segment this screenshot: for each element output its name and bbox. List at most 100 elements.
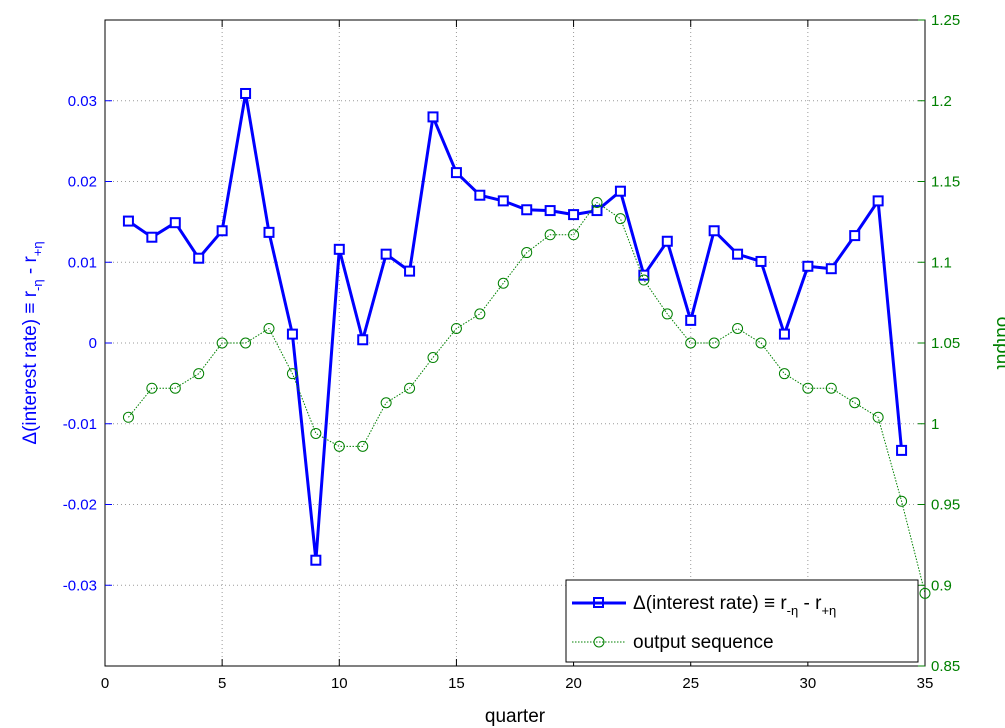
interest-rate-point bbox=[732, 248, 744, 260]
interest-rate-point bbox=[310, 554, 322, 566]
y-right-tick-label: 1.05 bbox=[931, 335, 960, 352]
output-point bbox=[474, 308, 486, 320]
output-point bbox=[638, 274, 650, 286]
interest-rate-point bbox=[755, 255, 767, 267]
y-right-tick-label: 1.15 bbox=[931, 174, 960, 191]
x-tick-label: 30 bbox=[800, 675, 817, 692]
interest-rate-point bbox=[380, 248, 392, 260]
output-point bbox=[263, 322, 275, 334]
interest-rate-point bbox=[521, 204, 533, 216]
output-point bbox=[450, 322, 462, 334]
x-tick-label: 10 bbox=[331, 675, 348, 692]
interest-rate-point bbox=[357, 334, 369, 346]
y-right-tick-label: 1.25 bbox=[931, 12, 960, 29]
interest-rate-point bbox=[778, 328, 790, 340]
output-point bbox=[896, 495, 908, 507]
interest-rate-line bbox=[127, 92, 904, 562]
output-line bbox=[128, 202, 926, 594]
interest-rate-point bbox=[497, 195, 509, 207]
interest-rate-point bbox=[591, 205, 603, 217]
interest-rate-point bbox=[216, 225, 228, 237]
y-left-tick-label: 0.01 bbox=[68, 254, 97, 271]
output-point bbox=[802, 382, 814, 394]
legend-label-interest-rate: Δ(interest rate) ≡ r-η - r+η bbox=[633, 593, 836, 618]
interest-rate-point bbox=[825, 263, 837, 275]
series-layer bbox=[122, 87, 931, 599]
left-y-axis-label: Δ(interest rate) ≡ r-η - r+η bbox=[20, 241, 45, 444]
y-right-tick-label: 0.95 bbox=[931, 497, 960, 514]
legend-entry-interest-rate: Δ(interest rate) ≡ r-η - r+η bbox=[572, 593, 836, 618]
series-interest-rate bbox=[122, 87, 908, 566]
interest-rate-point bbox=[169, 217, 181, 229]
grid-lines bbox=[105, 20, 925, 666]
interest-rate-point bbox=[474, 189, 486, 201]
series-output bbox=[122, 196, 931, 599]
y-left-tick-label: -0.02 bbox=[63, 497, 97, 514]
interest-rate-point bbox=[286, 328, 298, 340]
interest-rate-point bbox=[146, 231, 158, 243]
x-tick-label: 0 bbox=[101, 675, 109, 692]
interest-rate-point bbox=[896, 444, 908, 456]
y-right-tick-label: 1.1 bbox=[931, 254, 952, 271]
interest-rate-point bbox=[544, 205, 556, 217]
legend-box bbox=[565, 579, 919, 663]
output-point bbox=[427, 352, 439, 364]
legend-entry-output: output sequence bbox=[572, 632, 774, 653]
x-tick-label: 20 bbox=[565, 675, 582, 692]
output-point bbox=[778, 368, 790, 380]
output-point bbox=[169, 382, 181, 394]
output-point bbox=[497, 277, 509, 289]
y-right-tick-label: 1 bbox=[931, 416, 939, 433]
output-point bbox=[521, 247, 533, 259]
output-point bbox=[849, 397, 861, 409]
output-point bbox=[755, 337, 767, 349]
output-point bbox=[872, 411, 884, 423]
output-point bbox=[122, 411, 134, 423]
interest-rate-point bbox=[849, 230, 861, 242]
x-axis-label: quarter bbox=[485, 706, 546, 727]
legend: Δ(interest rate) ≡ r-η - r+η output sequ… bbox=[565, 579, 919, 663]
output-point bbox=[146, 382, 158, 394]
interest-rate-point bbox=[404, 265, 416, 277]
interest-rate-point bbox=[685, 314, 697, 326]
output-point bbox=[732, 322, 744, 334]
right-y-axis-label: output bbox=[992, 317, 1005, 371]
output-point bbox=[404, 382, 416, 394]
interest-rate-point bbox=[802, 260, 814, 272]
output-point bbox=[310, 427, 322, 439]
x-tick-label: 15 bbox=[448, 675, 465, 692]
axis-ticks: 0 5 10 15 20 25 30 35 -0.03 -0.02 -0.01 0 0.01 0.02 0.… bbox=[63, 12, 960, 692]
y-right-tick-label: 1.2 bbox=[931, 93, 952, 110]
output-point bbox=[286, 368, 298, 380]
output-point bbox=[825, 382, 837, 394]
interest-rate-point bbox=[708, 225, 720, 237]
output-point bbox=[685, 337, 697, 349]
x-tick-label: 25 bbox=[682, 675, 699, 692]
output-point bbox=[591, 196, 603, 208]
output-point bbox=[333, 440, 345, 452]
interest-rate-point bbox=[333, 243, 345, 255]
output-point bbox=[193, 368, 205, 380]
y-right-tick-label: 0.9 bbox=[931, 577, 952, 594]
legend-marker-circle bbox=[593, 636, 605, 648]
x-tick-label: 35 bbox=[917, 675, 934, 692]
output-point bbox=[380, 397, 392, 409]
interest-rate-point bbox=[427, 111, 439, 123]
x-tick-label: 5 bbox=[218, 675, 226, 692]
output-point bbox=[708, 337, 720, 349]
output-point bbox=[544, 229, 556, 241]
y-left-tick-label: 0.03 bbox=[68, 93, 97, 110]
output-point bbox=[614, 213, 626, 225]
output-point bbox=[919, 587, 931, 599]
interest-rate-point bbox=[263, 226, 275, 238]
interest-rate-point bbox=[568, 209, 580, 221]
interest-rate-point bbox=[122, 215, 134, 227]
y-left-tick-label: 0 bbox=[89, 335, 97, 352]
legend-marker-square bbox=[593, 597, 604, 608]
y-left-tick-label: -0.01 bbox=[63, 416, 97, 433]
y-left-tick-label: 0.02 bbox=[68, 174, 97, 191]
output-point bbox=[568, 229, 580, 241]
interest-rate-point bbox=[450, 167, 462, 179]
y-left-tick-label: -0.03 bbox=[63, 577, 97, 594]
